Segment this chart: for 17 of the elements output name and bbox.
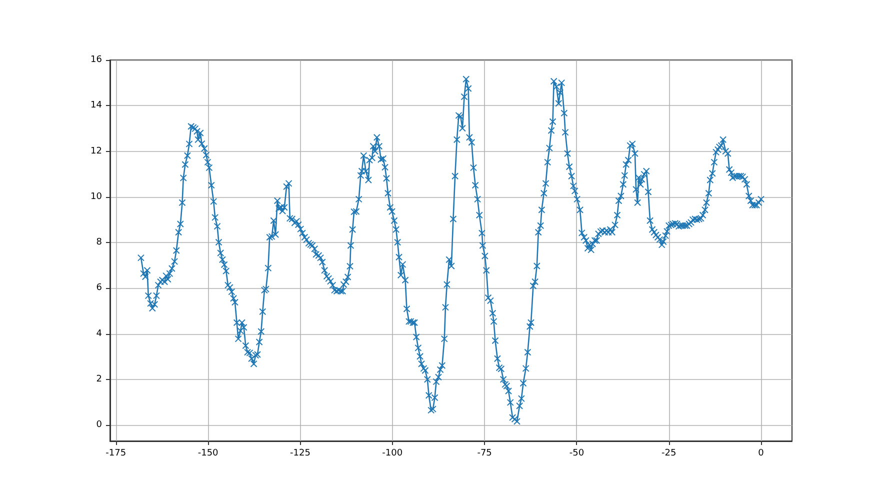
y-tick-label: 14 (90, 100, 102, 111)
y-tick-label: 12 (90, 146, 102, 156)
x-tick-label: -25 (662, 448, 676, 458)
x-tick-label: -175 (106, 448, 126, 458)
x-tick-label: -75 (477, 448, 492, 458)
x-tick-label: -100 (382, 448, 403, 458)
y-tick-label: 8 (96, 238, 102, 248)
y-tick-label: 6 (96, 283, 102, 294)
y-tick-label: 16 (90, 55, 102, 65)
y-tick-label: 4 (96, 328, 102, 339)
x-tick-label: -150 (198, 448, 219, 458)
y-tick-label: 2 (96, 374, 102, 384)
y-tick-label: 10 (90, 192, 102, 202)
x-tick-label: 0 (758, 448, 764, 458)
y-tick-label: 0 (96, 420, 102, 430)
x-tick-label: -50 (569, 448, 584, 458)
x-tick-label: -125 (290, 448, 310, 458)
